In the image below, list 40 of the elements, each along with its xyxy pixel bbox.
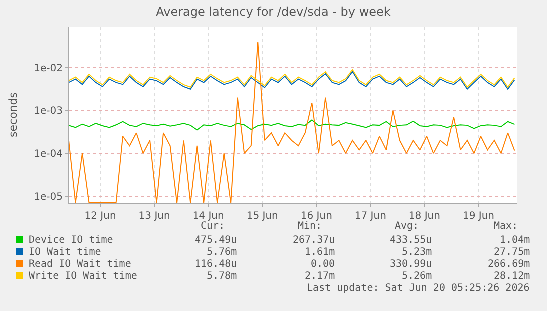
text: 330.99u [390,259,432,270]
line-series [69,120,516,131]
y-tick-label: 1e-03 [34,106,63,118]
text: 266.69m [488,259,530,270]
y-tick-label: 1e-02 [34,63,63,74]
x-tick-label: 15 Jun [246,211,278,222]
text: 267.37u [293,235,336,246]
text: Cur: [201,221,226,232]
y-tick-label: 1e-04 [34,149,63,160]
x-tick-label: 16 Jun [300,211,332,222]
text: 28.12m [494,271,530,282]
x-tick-label: 19 Jun [462,211,494,222]
text: 27.75m [494,247,530,258]
text: Min: [298,221,322,232]
legend-label: Read IO Wait time [29,259,132,270]
text: 5.23m [402,247,432,258]
text: 2.17m [305,271,336,282]
legend-label: IO Wait time [29,247,102,258]
text: 5.26m [402,271,432,282]
text: 5.76m [207,247,238,258]
text: Max: [494,221,518,232]
x-tick-label: 18 Jun [408,211,440,222]
text: 116.48u [195,259,238,270]
text: Last update: Sat Jun 20 05:25:26 2026 [307,283,530,294]
text: 475.49u [195,235,238,246]
text: 1.04m [500,235,530,246]
x-tick-label: 17 Jun [354,211,386,222]
text: Avg: [395,221,420,232]
legend-label: Device IO time [29,235,114,246]
x-tick-label: 12 Jun [84,211,116,222]
legend-label: Write IO Wait time [29,271,138,282]
text: 0.00 [311,259,336,270]
y-tick-label: 1e-05 [34,192,63,203]
chart-title: Average latency for /dev/sda - by week [156,5,391,20]
text: 433.55u [390,235,432,246]
text: 1.61m [305,247,336,258]
text: 5.78m [207,271,238,282]
y-axis-title: seconds [6,92,20,138]
x-tick-label: 13 Jun [138,211,170,222]
x-tick-label: 14 Jun [192,211,224,222]
